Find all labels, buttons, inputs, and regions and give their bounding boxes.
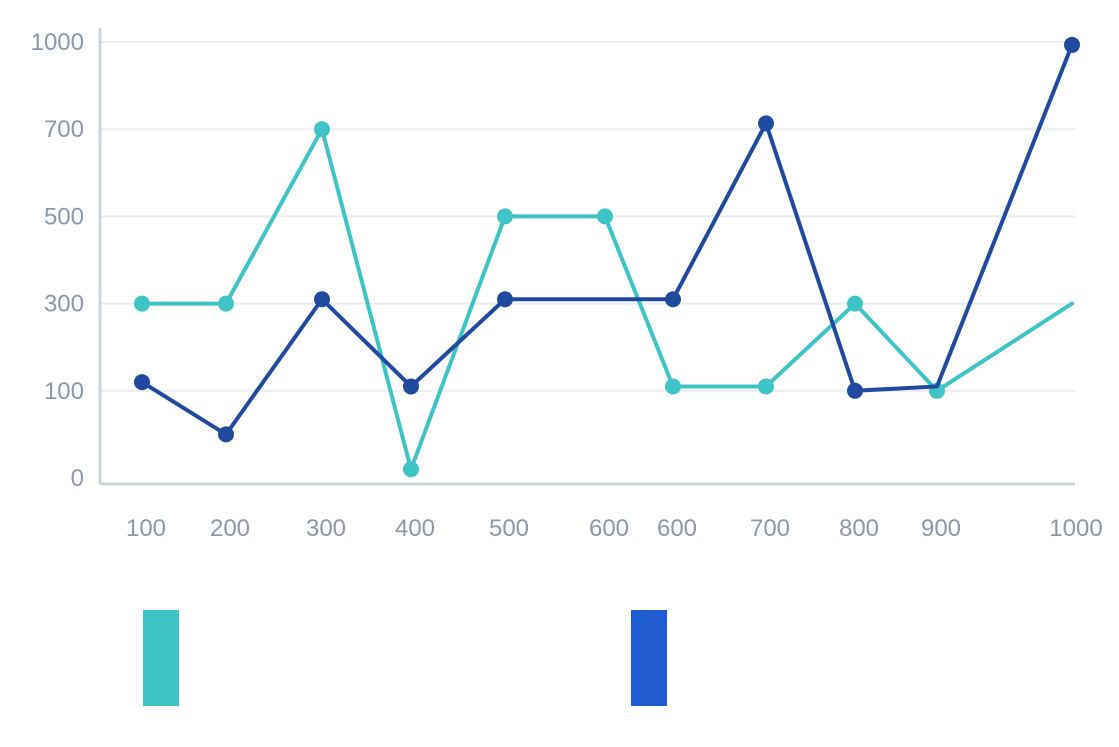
series-2-point bbox=[665, 291, 681, 308]
legend bbox=[143, 610, 667, 706]
axes bbox=[98, 28, 1075, 486]
x-tick-label: 500 bbox=[489, 515, 529, 542]
y-tick-label: 700 bbox=[44, 116, 84, 143]
series-2-point bbox=[497, 291, 513, 308]
series-2-point bbox=[314, 291, 330, 308]
series-2-point bbox=[847, 382, 863, 399]
series-1-point bbox=[847, 295, 863, 312]
x-tick-labels: 100 200 300 400 500 600 600 700 800 900 1000 bbox=[126, 515, 1103, 542]
series-2-point bbox=[758, 115, 774, 132]
x-tick-label: 600 bbox=[589, 515, 629, 542]
y-tick-label: 500 bbox=[44, 203, 84, 230]
series-2 bbox=[134, 36, 1080, 443]
series-1-point bbox=[665, 378, 681, 395]
x-tick-label: 800 bbox=[839, 515, 879, 542]
series-1-point bbox=[314, 121, 330, 138]
x-tick-label: 700 bbox=[750, 515, 790, 542]
series-2-line bbox=[140, 42, 1074, 437]
x-tick-label: 1000 bbox=[1049, 515, 1102, 542]
series-1-point bbox=[134, 295, 150, 312]
series-1-point bbox=[403, 461, 419, 478]
legend-swatch-1 bbox=[143, 610, 179, 706]
x-tick-label: 200 bbox=[210, 515, 250, 542]
y-tick-label: 300 bbox=[44, 291, 84, 318]
y-tick-label: 1000 bbox=[31, 29, 84, 56]
y-tick-label: 100 bbox=[44, 378, 84, 405]
series-2-point bbox=[134, 374, 150, 391]
legend-swatch-2 bbox=[631, 610, 667, 706]
series-lines bbox=[134, 36, 1080, 478]
series-2-point bbox=[218, 426, 234, 443]
series-1-point bbox=[497, 208, 513, 225]
y-tick-labels: 0 100 300 500 700 1000 bbox=[31, 29, 84, 492]
x-tick-label: 100 bbox=[126, 515, 166, 542]
x-tick-label: 900 bbox=[921, 515, 961, 542]
series-1-point bbox=[597, 208, 613, 225]
series-1 bbox=[134, 121, 1074, 478]
series-2-point bbox=[1064, 36, 1080, 53]
series-2-point bbox=[403, 378, 419, 395]
series-1-point bbox=[218, 295, 234, 312]
x-tick-label: 600 bbox=[657, 515, 697, 542]
x-tick-label: 300 bbox=[306, 515, 346, 542]
series-1-point bbox=[758, 378, 774, 395]
y-tick-label: 0 bbox=[71, 465, 84, 492]
x-tick-label: 400 bbox=[395, 515, 435, 542]
